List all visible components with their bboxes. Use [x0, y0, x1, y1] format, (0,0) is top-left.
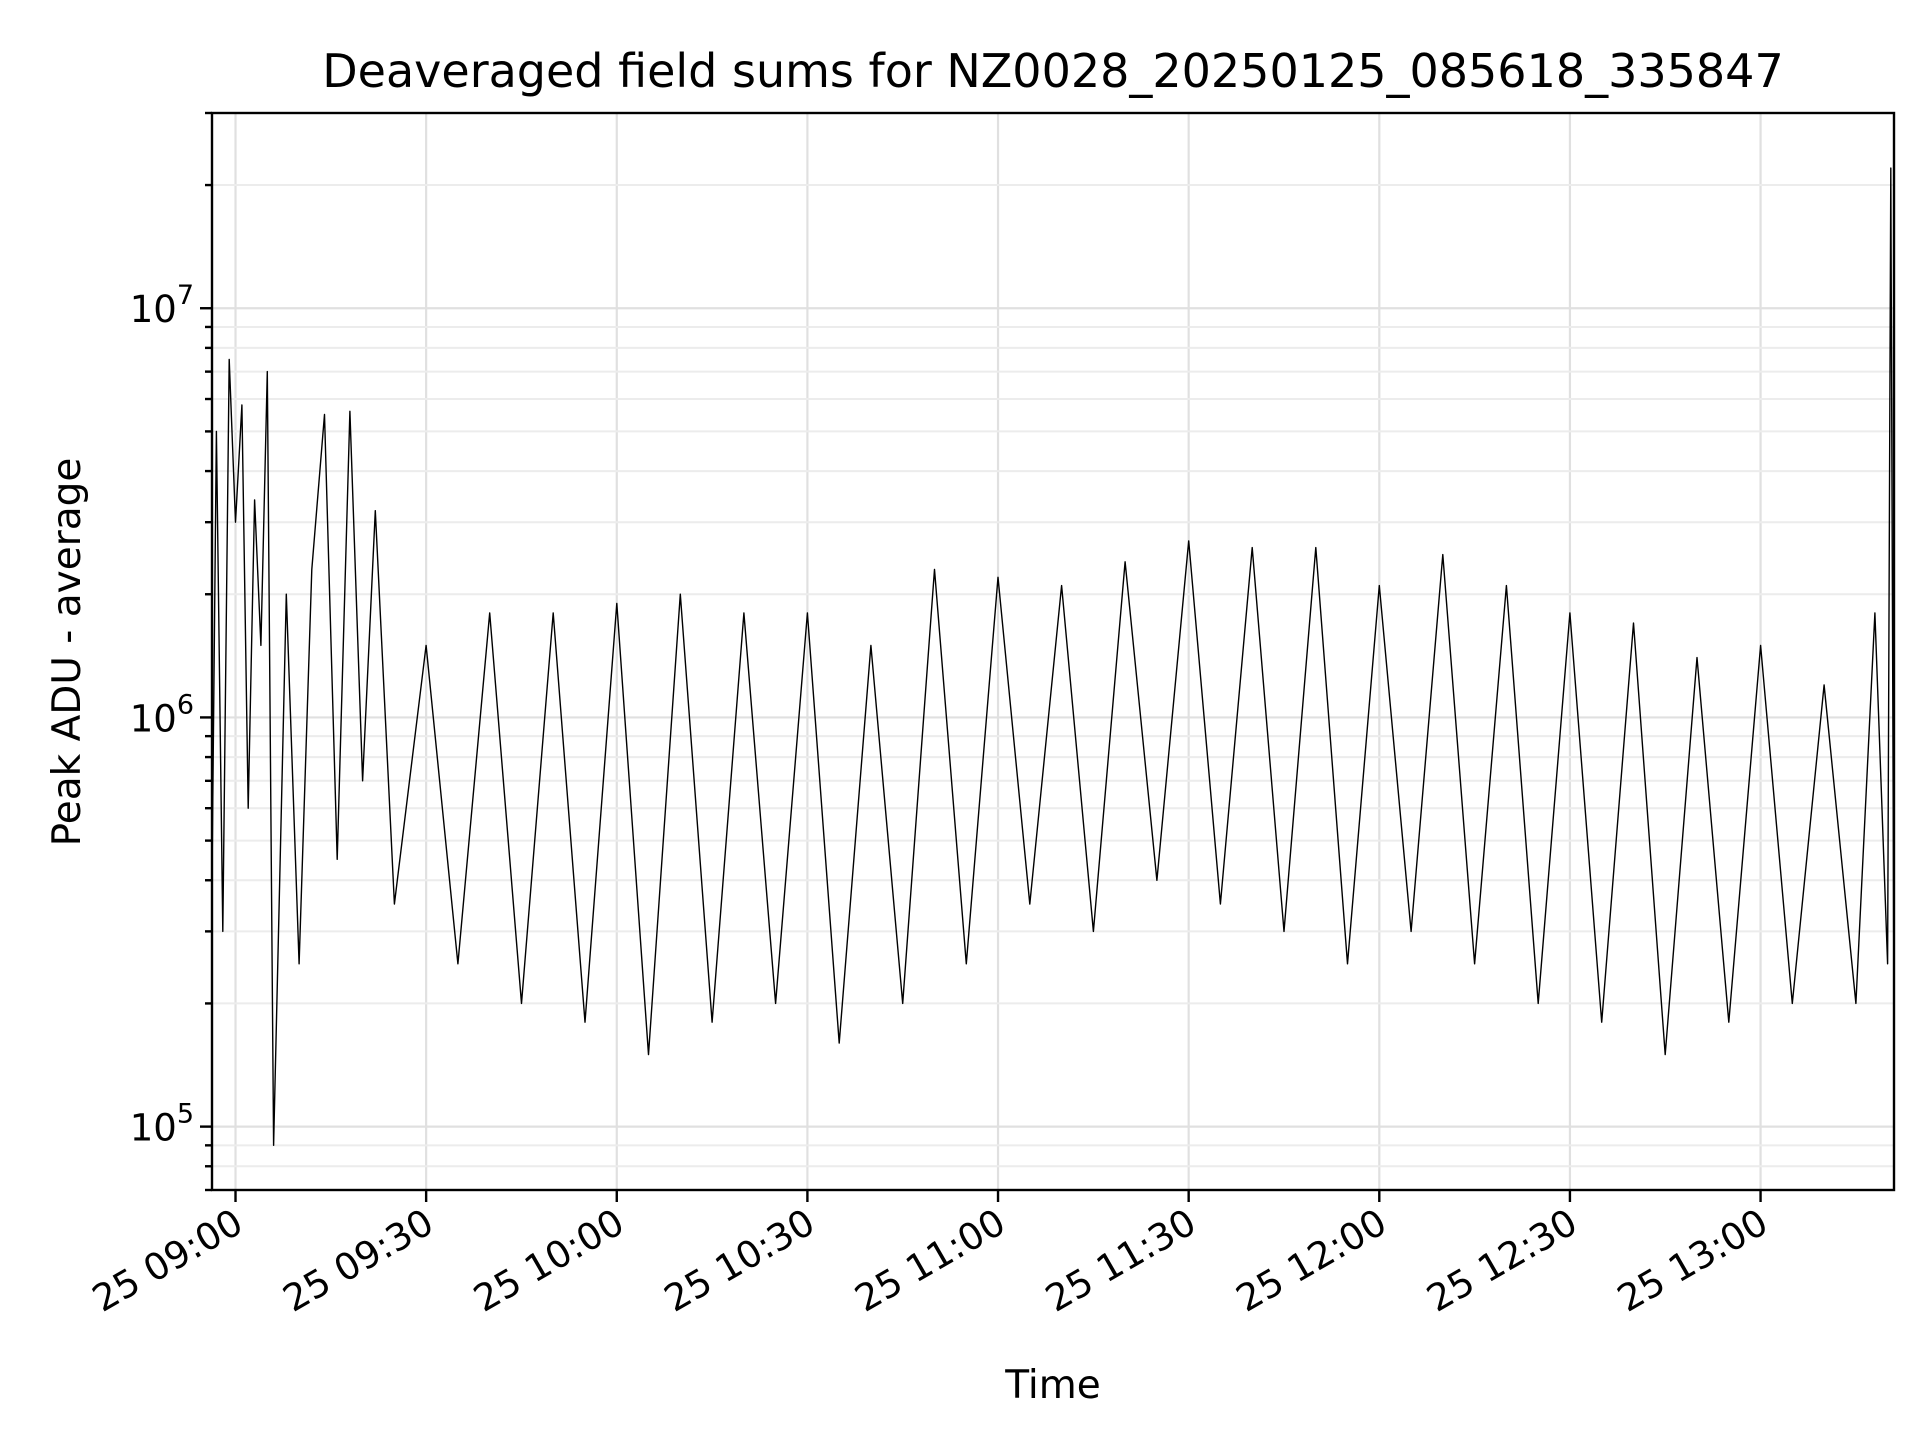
x-axis-label: Time — [1004, 1363, 1100, 1408]
x-tick-label: 25 09:00 — [85, 1201, 250, 1321]
y-tick-label: 106 — [130, 689, 194, 740]
x-tick-label: 25 11:30 — [1038, 1201, 1203, 1321]
plot-area-frame — [210, 111, 1896, 1192]
y-tick-base: 10 — [130, 1107, 177, 1150]
chart-title: Deaveraged field sums for NZ0028_2025012… — [322, 44, 1783, 98]
y-tick-label: 107 — [130, 280, 194, 331]
x-tick-label: 25 12:00 — [1229, 1201, 1394, 1321]
y-tick-label: 105 — [130, 1099, 194, 1150]
series-layer — [211, 167, 1895, 1147]
grid-lines — [212, 112, 1894, 1191]
x-tick-label: 25 12:30 — [1420, 1201, 1585, 1321]
x-tick-label: 25 10:00 — [466, 1201, 631, 1321]
x-tick-label: 25 09:30 — [276, 1201, 441, 1321]
y-tick-base: 10 — [130, 697, 177, 740]
y-tick-exponent: 5 — [177, 1099, 194, 1130]
x-tick-label: 25 13:00 — [1610, 1201, 1775, 1321]
y-tick-base: 10 — [130, 288, 177, 331]
x-axis: 25 09:00 25 09:30 25 10:00 25 10:30 25 11:00… — [85, 1190, 1775, 1321]
series-line — [211, 167, 1895, 1147]
y-axis-label: Peak ADU - average — [45, 458, 90, 847]
y-tick-exponent: 7 — [177, 280, 194, 311]
x-tick-label: 25 11:00 — [848, 1201, 1013, 1321]
y-tick-exponent: 6 — [177, 689, 194, 720]
x-tick-label: 25 10:30 — [657, 1201, 822, 1321]
